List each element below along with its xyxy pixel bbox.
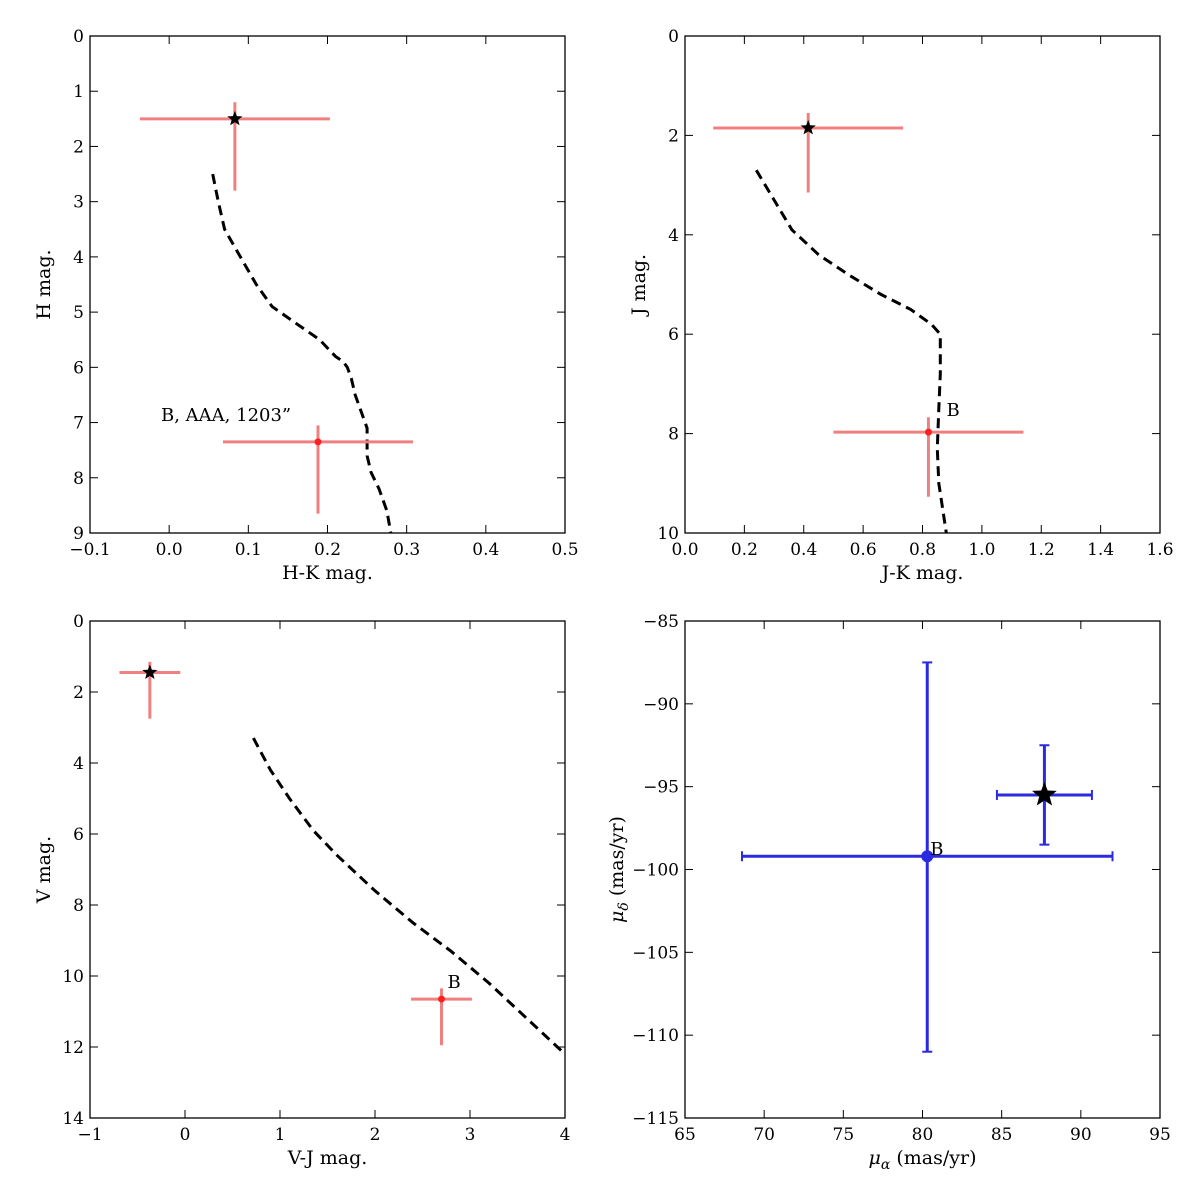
y-tick-label: 8 — [73, 469, 84, 489]
y-tick-label: 2 — [73, 137, 84, 157]
y-tick-label: 0 — [73, 27, 84, 47]
x-tick-label: 0.4 — [472, 540, 499, 560]
x-axis-label: μα (mas/yr) — [868, 1147, 976, 1173]
axes-frame — [89, 35, 566, 534]
y-axis-label: J mag. — [628, 254, 650, 317]
x-tick-label: 85 — [991, 1125, 1013, 1145]
y-tick-label: 5 — [73, 303, 84, 323]
y-tick-label: 6 — [73, 825, 84, 845]
x-tick-label: 1.2 — [1028, 540, 1055, 560]
y-tick-label: 6 — [668, 325, 679, 345]
y-tick-label: 12 — [62, 1038, 84, 1058]
panel-pm: 65 70 75 80 85 90 95 −115 −110 −105 −100 −95 −90 −85 μ… — [606, 612, 1171, 1173]
x-tick-label: 1.0 — [968, 540, 995, 560]
x-tick-label: 0.3 — [393, 540, 420, 560]
plot-area-hk — [139, 102, 413, 533]
x-tick-label: 65 — [674, 1125, 696, 1145]
x-tick-label: −0.1 — [69, 540, 110, 560]
panel-hk: −0.1 0.0 0.1 0.2 0.3 0.4 0.5 0 1 2 3 4 5 6 7 8 9 H-K mag.… — [33, 27, 579, 584]
y-axis-label: μδ (mas/yr) — [606, 816, 632, 923]
y-tick-label: −110 — [632, 1026, 679, 1046]
y-tick-label: −100 — [632, 861, 679, 881]
y-tick-label: −90 — [643, 695, 679, 715]
x-tick-label: 1.4 — [1087, 540, 1114, 560]
y-tick-label: 2 — [668, 126, 679, 146]
model-curve — [755, 169, 948, 533]
x-tick-label: 0.0 — [156, 540, 183, 560]
plot-area-pm — [741, 661, 1114, 1053]
y-tick-label: 8 — [73, 896, 84, 916]
x-tick-label: 0.0 — [671, 540, 698, 560]
model-curve — [211, 173, 393, 533]
y-tick-label: −105 — [632, 943, 679, 963]
x-tick-label: 95 — [1149, 1125, 1171, 1145]
x-tick-label: 3 — [465, 1125, 476, 1145]
point-label-B: B — [448, 972, 461, 993]
y-tick-label: 10 — [657, 524, 679, 544]
x-tick-label: 80 — [912, 1125, 934, 1145]
point-label-B: B, AAA, 1203” — [161, 405, 291, 426]
star-marker-primary — [142, 664, 158, 679]
y-tick-label: 3 — [73, 193, 84, 213]
y-tick-label: −115 — [632, 1109, 679, 1129]
y-tick-label: 9 — [73, 524, 84, 544]
star-marker-primary — [227, 110, 243, 126]
y-tick-label: 4 — [668, 226, 679, 246]
y-tick-label: −85 — [643, 612, 679, 632]
y-axis-label: V mag. — [33, 836, 55, 904]
y-tick-label: 2 — [73, 683, 84, 703]
y-tick-label: 10 — [62, 967, 84, 987]
x-tick-label: 0.1 — [235, 540, 262, 560]
x-tick-label: 0.4 — [790, 540, 817, 560]
x-axis-label: H-K mag. — [282, 562, 373, 584]
y-tick-label: 4 — [73, 248, 84, 268]
y-tick-label: 0 — [668, 27, 679, 47]
axes-frame — [684, 620, 1161, 1119]
y-tick-label: 0 — [73, 612, 84, 632]
x-tick-label: 90 — [1070, 1125, 1092, 1145]
dot-marker-B — [438, 995, 445, 1003]
x-axis-label: J-K mag. — [880, 562, 964, 584]
panel-jk: 0.0 0.2 0.4 0.6 0.8 1.0 1.2 1.4 1.6 0 2 4 6 8 10 J-K ma… — [628, 27, 1174, 584]
model-curve — [252, 737, 565, 1056]
x-tick-label: 0.2 — [314, 540, 341, 560]
point-label-B: B — [930, 839, 943, 860]
axes-frame — [89, 620, 566, 1119]
x-tick-label: 1.6 — [1146, 540, 1173, 560]
x-tick-label: 0.8 — [909, 540, 936, 560]
x-tick-label: 1 — [275, 1125, 286, 1145]
y-tick-label: 6 — [73, 358, 84, 378]
y-tick-label: 1 — [73, 82, 84, 102]
y-axis-label: H mag. — [33, 249, 55, 319]
x-tick-label: 2 — [370, 1125, 381, 1145]
star-marker-primary — [800, 119, 816, 135]
plot-area-jk — [713, 113, 1024, 533]
plot-area-vj — [119, 661, 565, 1056]
dot-marker-B — [921, 850, 934, 863]
x-tick-label: 70 — [753, 1125, 775, 1145]
y-tick-label: 14 — [62, 1109, 84, 1129]
dot-marker-B — [314, 438, 322, 446]
x-tick-label: −1 — [77, 1125, 102, 1145]
x-tick-label: 4 — [560, 1125, 571, 1145]
point-label-B: B — [946, 400, 959, 421]
x-axis-label: V-J mag. — [287, 1147, 368, 1169]
x-tick-label: 0 — [180, 1125, 191, 1145]
x-tick-label: 75 — [833, 1125, 855, 1145]
y-tick-label: 8 — [668, 425, 679, 445]
star-marker-primary — [1032, 781, 1057, 806]
x-tick-label: 0.5 — [551, 540, 578, 560]
axes-frame — [684, 35, 1161, 534]
y-tick-label: 7 — [73, 414, 84, 434]
y-tick-label: 4 — [73, 754, 84, 774]
y-tick-label: −95 — [643, 778, 679, 798]
x-tick-label: 0.6 — [850, 540, 877, 560]
x-tick-label: 0.2 — [731, 540, 758, 560]
dot-marker-B — [924, 428, 932, 436]
